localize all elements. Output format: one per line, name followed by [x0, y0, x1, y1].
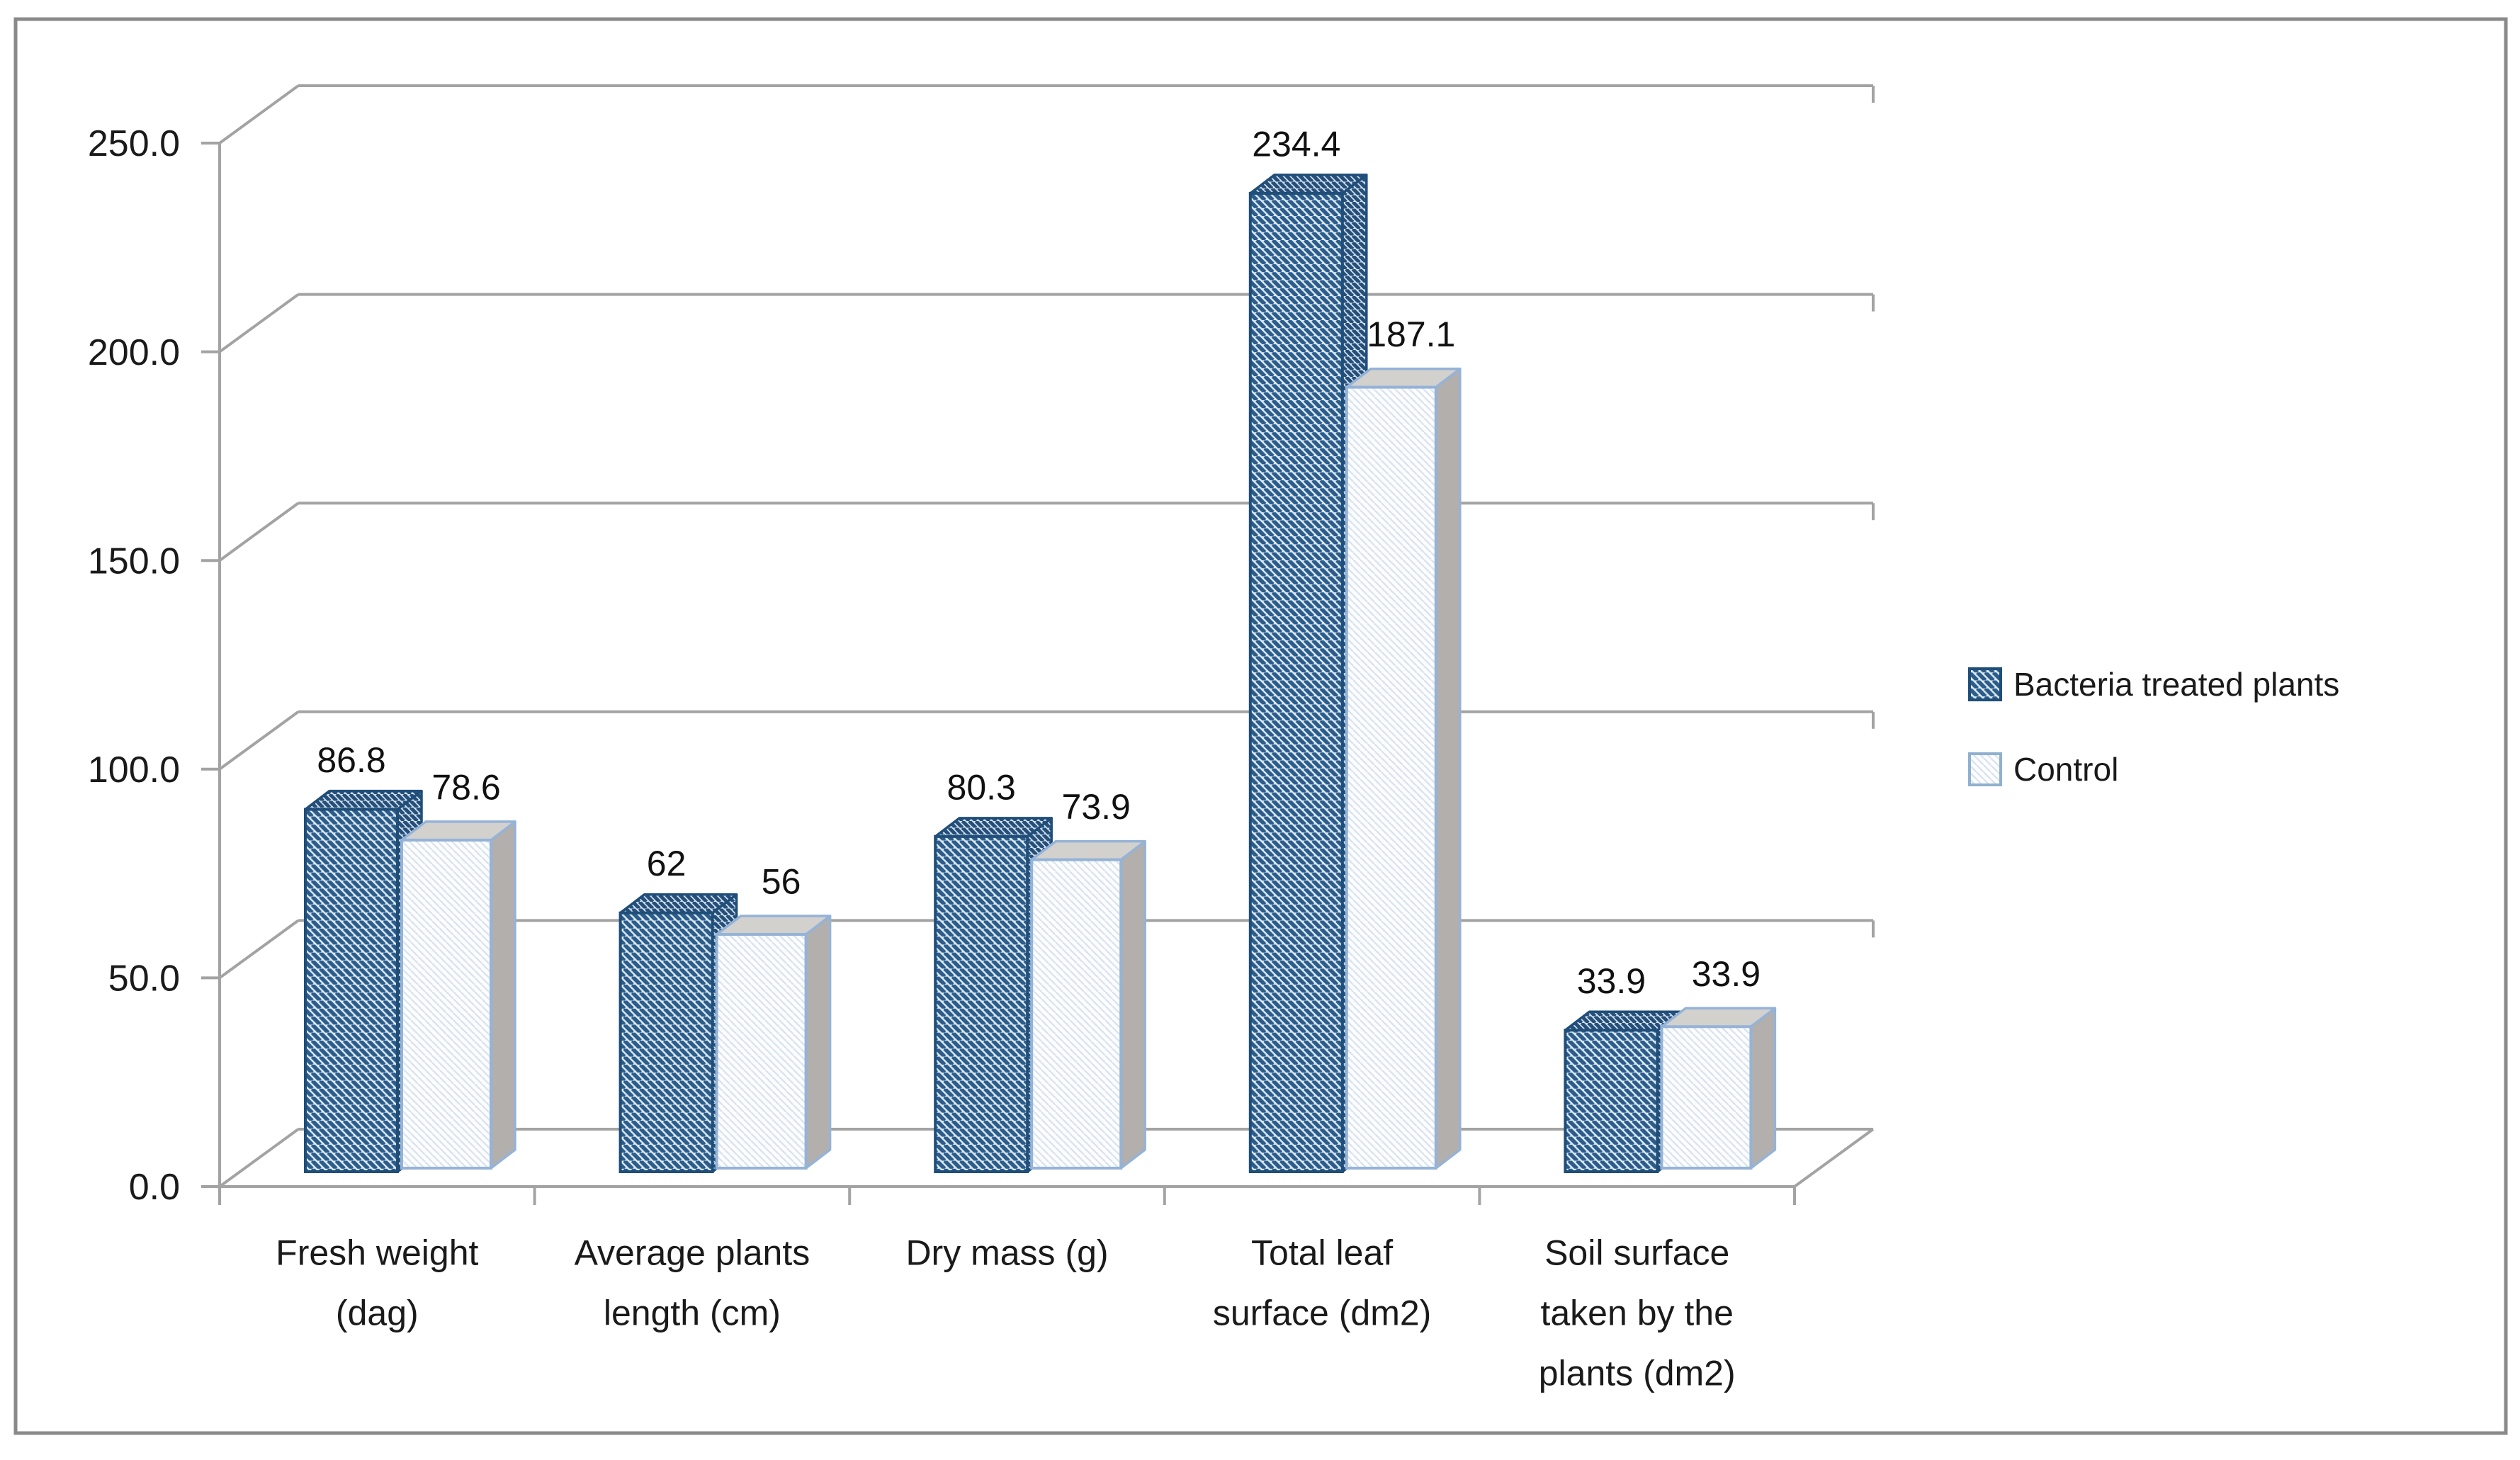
category-axis-labels: Fresh weight (dag) Average plants length (c…: [276, 1233, 1735, 1393]
data-label-bacteria-cat3: 234.4: [1252, 124, 1340, 164]
legend: Bacteria treated plants Control: [1968, 666, 2339, 788]
legend-label-bacteria-treated-plants: Bacteria treated plants: [2013, 666, 2339, 703]
gridline-depth-segment: [218, 293, 300, 353]
category-label-line: plants (dm2): [1539, 1354, 1736, 1393]
bar-control-cat4-front-face: [1660, 1025, 1753, 1170]
category-label-line: (dag): [336, 1294, 419, 1333]
bar-bacteria-cat1-front-face: [618, 911, 714, 1174]
data-label-bacteria-cat0: 86.8: [317, 740, 385, 780]
data-label-control-cat2: 73.9: [1062, 787, 1131, 827]
y-tick-label: 250.0: [88, 123, 180, 164]
category-label-line: Soil surface: [1544, 1233, 1729, 1273]
data-label-control-cat3: 187.1: [1367, 315, 1455, 354]
data-label-bacteria-cat2: 80.3: [947, 767, 1016, 807]
bar-control-cat0-front-face: [400, 838, 492, 1170]
legend-swatch-bacteria-treated-plants: [1968, 667, 2002, 701]
bars: [304, 174, 1777, 1174]
bar-control-cat3-side-face: [1435, 367, 1462, 1170]
data-label-control-cat4: 33.9: [1692, 954, 1761, 994]
y-tick-label: 50.0: [108, 958, 180, 1000]
y-tick-label: 200.0: [88, 332, 180, 373]
category-label-line: taken by the: [1540, 1294, 1733, 1333]
category-label-line: length (cm): [604, 1294, 781, 1333]
gridline-depth-segment: [218, 502, 300, 562]
bar-bacteria-cat3-front-face: [1248, 191, 1344, 1174]
data-label-control-cat1: 56: [762, 862, 801, 902]
y-tick-label: 150.0: [88, 541, 180, 582]
data-label-bacteria-cat4: 33.9: [1577, 961, 1646, 1001]
bar-control-cat2-front-face: [1030, 858, 1123, 1170]
bar-control-cat4-side-face: [1749, 1007, 1777, 1170]
y-tick-label: 100.0: [88, 749, 180, 791]
y-axis-tick-labels: 0.0 50.0 100.0 150.0 200.0 250.0: [88, 123, 180, 1208]
bar-control-cat1-side-face: [804, 915, 832, 1170]
gridline-depth-segment: [218, 919, 300, 980]
data-label-control-cat0: 78.6: [431, 767, 500, 807]
data-labels: 86.8 78.6 62 56 80.3 73.9 234.4 187.1 33.9 33.9: [317, 124, 1761, 1000]
category-label-line: Average plants: [575, 1233, 810, 1273]
data-label-bacteria-cat1: 62: [647, 844, 686, 883]
legend-label-control: Control: [2013, 751, 2118, 788]
bar-control-cat3-front-face: [1345, 385, 1437, 1170]
bar-control-cat0-side-face: [490, 820, 516, 1170]
category-label-line: Dry mass (g): [905, 1233, 1108, 1273]
bar-control-cat2-side-face: [1119, 839, 1146, 1170]
legend-swatch-control: [1968, 752, 2002, 786]
category-label-line: Fresh weight: [276, 1233, 478, 1273]
gridline-depth-segment: [218, 711, 300, 771]
category-label-line: surface (dm2): [1213, 1294, 1431, 1333]
y-tick-label: 0.0: [129, 1167, 180, 1208]
bar-bacteria-cat4-front-face: [1564, 1029, 1659, 1174]
gridline-depth-segment: [218, 84, 300, 145]
bar-bacteria-cat2-front-face: [934, 834, 1029, 1174]
bar-bacteria-cat0-front-face: [304, 808, 399, 1173]
bar-control-cat1-front-face: [715, 933, 808, 1170]
category-label-line: Total leaf: [1251, 1233, 1393, 1273]
chart-outer-border: [13, 17, 2508, 1435]
floor-right-edge: [1793, 1128, 1875, 1188]
floor-left-edge: [218, 1128, 300, 1188]
